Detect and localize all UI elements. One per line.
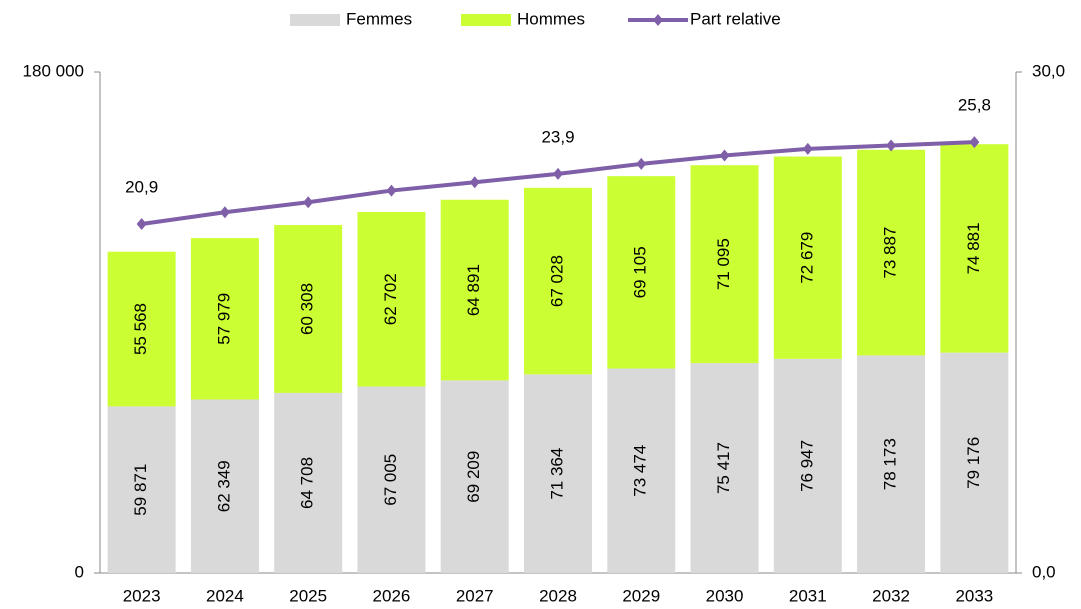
data-label: 23,9 bbox=[541, 127, 574, 146]
data-label: 64 891 bbox=[464, 264, 483, 316]
data-label: 62 349 bbox=[214, 460, 233, 512]
bar bbox=[107, 406, 176, 573]
data-label: 72 679 bbox=[797, 232, 816, 284]
bar bbox=[940, 352, 1009, 573]
data-label: 62 702 bbox=[381, 273, 400, 325]
marker bbox=[469, 176, 480, 189]
bar bbox=[857, 355, 926, 573]
bar bbox=[357, 211, 426, 387]
bar bbox=[440, 199, 509, 381]
bar bbox=[940, 144, 1009, 353]
data-label: 78 173 bbox=[881, 438, 900, 490]
bar bbox=[190, 399, 259, 573]
bar bbox=[690, 165, 759, 364]
legend-label: Femmes bbox=[346, 9, 412, 28]
bar bbox=[274, 392, 343, 573]
x-tick-label: 2033 bbox=[955, 586, 993, 605]
y-tick-label: 180 000 bbox=[23, 61, 84, 80]
bar bbox=[274, 225, 343, 393]
y2-tick-label: 0,0 bbox=[1032, 562, 1056, 581]
data-label: 55 568 bbox=[131, 303, 150, 355]
data-label: 75 417 bbox=[714, 442, 733, 494]
marker bbox=[886, 139, 897, 152]
marker bbox=[386, 184, 397, 197]
data-label: 20,9 bbox=[125, 177, 158, 196]
bar bbox=[857, 149, 926, 356]
data-label: 67 028 bbox=[547, 255, 566, 307]
legend-swatch bbox=[653, 14, 663, 26]
legend-label: Hommes bbox=[517, 9, 585, 28]
bar bbox=[607, 176, 676, 369]
data-label: 73 887 bbox=[881, 227, 900, 279]
y-tick-label: 0 bbox=[75, 562, 84, 581]
x-tick-label: 2025 bbox=[289, 586, 327, 605]
bar bbox=[524, 187, 592, 375]
data-label: 25,8 bbox=[958, 96, 991, 115]
bar bbox=[190, 238, 259, 400]
bar bbox=[440, 380, 509, 573]
bar bbox=[773, 358, 842, 573]
x-tick-label: 2023 bbox=[123, 586, 161, 605]
data-label: 71 095 bbox=[714, 238, 733, 290]
y2-tick-label: 30,0 bbox=[1032, 61, 1065, 80]
legend-swatch bbox=[461, 14, 511, 26]
marker bbox=[969, 136, 980, 149]
x-tick-label: 2032 bbox=[872, 586, 910, 605]
data-label: 71 364 bbox=[547, 448, 566, 500]
x-tick-label: 2027 bbox=[456, 586, 494, 605]
bar bbox=[107, 251, 176, 407]
legend-label: Part relative bbox=[690, 9, 781, 28]
x-tick-label: 2024 bbox=[206, 586, 244, 605]
x-tick-label: 2030 bbox=[706, 586, 744, 605]
x-tick-label: 2028 bbox=[539, 586, 577, 605]
bar bbox=[773, 156, 842, 359]
data-label: 57 979 bbox=[214, 293, 233, 345]
data-label: 69 105 bbox=[631, 246, 650, 298]
x-tick-label: 2031 bbox=[789, 586, 827, 605]
marker bbox=[553, 167, 563, 180]
marker bbox=[636, 157, 647, 170]
bar bbox=[690, 363, 759, 573]
bar bbox=[357, 386, 426, 573]
x-tick-label: 2026 bbox=[373, 586, 411, 605]
data-label: 69 209 bbox=[464, 451, 483, 503]
data-label: 67 005 bbox=[381, 454, 400, 506]
data-label: 73 474 bbox=[631, 445, 650, 497]
bar bbox=[524, 374, 592, 573]
data-label: 76 947 bbox=[797, 440, 816, 492]
data-label: 59 871 bbox=[131, 464, 150, 516]
marker bbox=[219, 206, 230, 219]
marker bbox=[719, 149, 730, 162]
data-label: 74 881 bbox=[964, 222, 983, 274]
data-label: 64 708 bbox=[298, 457, 317, 509]
x-tick-label: 2029 bbox=[622, 586, 660, 605]
marker bbox=[802, 142, 813, 155]
data-label: 79 176 bbox=[964, 437, 983, 489]
bar bbox=[607, 368, 676, 573]
marker bbox=[136, 217, 147, 230]
marker bbox=[303, 196, 314, 209]
legend-swatch bbox=[290, 14, 340, 26]
data-label: 60 308 bbox=[298, 283, 317, 335]
